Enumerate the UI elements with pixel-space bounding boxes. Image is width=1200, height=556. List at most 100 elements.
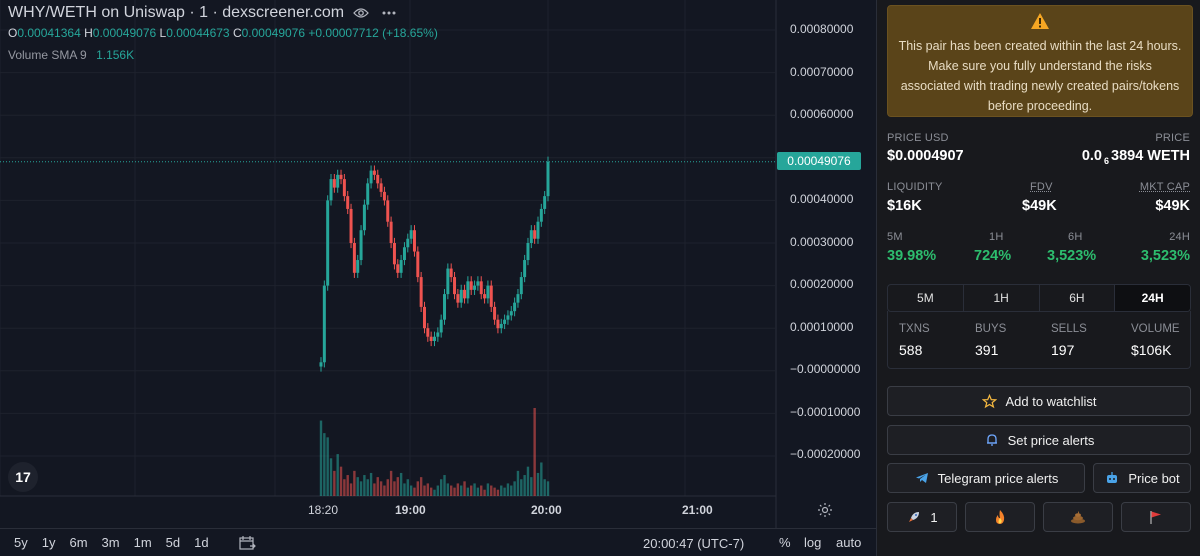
candle-body: [409, 230, 413, 239]
timeframe-tabs: 5M 1H 6H 24H: [887, 284, 1191, 312]
volume-bar: [426, 483, 430, 496]
candle-body: [513, 302, 517, 312]
price-native-zero-count: 6: [1104, 156, 1110, 166]
volume-value: $106K: [1131, 342, 1172, 358]
poop-reaction-button[interactable]: [1043, 502, 1113, 532]
range-5y-button[interactable]: 5y: [14, 535, 28, 550]
mktcap-label[interactable]: MKT CAP: [1139, 181, 1190, 193]
candle-body: [322, 285, 326, 363]
ohlc-legend: O0.00041364 H0.00049076 L0.00044673 C0.0…: [8, 26, 438, 40]
volume-bar: [540, 462, 543, 496]
high-value: 0.00049076: [92, 26, 157, 40]
red-flag-reaction-button[interactable]: [1121, 502, 1191, 532]
rocket-reaction-button[interactable]: 1: [887, 502, 957, 532]
time-axis-label: 20:00: [531, 503, 562, 517]
price-bot-button[interactable]: Price bot: [1093, 463, 1191, 493]
volume-bar: [419, 477, 423, 496]
auto-scale-button[interactable]: auto: [836, 535, 862, 550]
range-1y-button[interactable]: 1y: [41, 535, 56, 550]
eye-icon[interactable]: [350, 4, 372, 22]
range-1d-button[interactable]: 1d: [194, 535, 209, 550]
candle-body: [499, 323, 503, 329]
tab-5m[interactable]: 5M: [888, 285, 964, 311]
candle-body: [362, 204, 366, 231]
candle-body: [352, 243, 356, 273]
volume-bar: [326, 437, 329, 496]
volume-bar: [433, 489, 436, 496]
current-price-tag: 0.00049076: [777, 152, 861, 170]
volume-bar: [536, 472, 540, 496]
volume-label: Volume: [8, 48, 49, 62]
fire-reaction-button[interactable]: [965, 502, 1035, 532]
tab-24h[interactable]: 24H: [1115, 285, 1190, 311]
tab-1h[interactable]: 1H: [964, 285, 1040, 311]
gear-icon[interactable]: [815, 500, 835, 520]
candle-body: [466, 281, 470, 299]
candle-body: [469, 281, 473, 290]
new-pair-warning: This pair has been created within the la…: [887, 5, 1193, 117]
close-value: 0.00049076: [241, 26, 306, 40]
range-1m-button[interactable]: 1m: [133, 535, 152, 550]
candle-body: [366, 183, 370, 205]
volume-bar: [336, 454, 339, 496]
candle-body: [416, 251, 420, 278]
log-scale-button[interactable]: log: [804, 535, 822, 550]
more-icon[interactable]: [378, 4, 400, 22]
volume-legend: Volume SMA 9 1.156K: [8, 48, 134, 62]
candle-body: [523, 260, 527, 278]
low-value: 0.00044673: [166, 26, 230, 40]
candle-body: [449, 268, 453, 278]
txns-value: 588: [899, 342, 923, 358]
candle-body: [429, 336, 433, 341]
range-3m-button[interactable]: 3m: [101, 535, 120, 550]
star-icon: [981, 393, 997, 409]
change-24h-label: 24H: [1169, 231, 1190, 243]
price-usd-label: PRICE USD: [887, 132, 949, 144]
change-24h-value: 3,523%: [1140, 248, 1190, 264]
candle-body: [509, 311, 513, 316]
percent-scale-button[interactable]: %: [779, 535, 791, 550]
price-native-suffix: 3894 WETH: [1111, 148, 1190, 164]
volume-bar: [506, 483, 510, 496]
candle-body: [339, 174, 343, 180]
candle-body: [396, 264, 400, 273]
fdv-label[interactable]: FDV: [1030, 181, 1053, 193]
volume-bar: [353, 470, 356, 496]
candle-body: [376, 174, 380, 184]
volume-bar: [520, 479, 523, 496]
tab-6h[interactable]: 6H: [1040, 285, 1116, 311]
candle-body: [392, 243, 396, 265]
chart-canvas[interactable]: [0, 0, 876, 528]
range-6m-button[interactable]: 6m: [69, 535, 88, 550]
telegram-price-alerts-button[interactable]: Telegram price alerts: [887, 463, 1085, 493]
chart-area[interactable]: WHY/WETH on Uniswap · 1 · dexscreener.co…: [0, 0, 876, 556]
set-price-alerts-button[interactable]: Set price alerts: [887, 425, 1191, 455]
candle-body: [332, 179, 336, 188]
clock[interactable]: 20:00:47 (UTC-7): [643, 536, 745, 551]
volume-bar: [369, 472, 373, 496]
volume-bar: [356, 477, 359, 496]
candle-body: [369, 170, 373, 184]
volume-bar: [483, 489, 486, 496]
range-5d-button[interactable]: 5d: [165, 535, 181, 550]
liquidity-label: LIQUIDITY: [887, 181, 943, 193]
candle-body: [486, 285, 490, 299]
volume-bar: [423, 485, 426, 496]
volume-bar: [496, 489, 500, 496]
rocket-icon: [906, 509, 922, 525]
volume-bar: [443, 475, 446, 496]
volume-bar: [456, 483, 460, 496]
candle-body: [439, 319, 443, 333]
volume-bar: [429, 487, 433, 496]
candle-body: [456, 294, 460, 303]
calendar-icon[interactable]: [238, 535, 256, 551]
add-to-watchlist-button[interactable]: Add to watchlist: [887, 386, 1191, 416]
volume-bar: [480, 485, 483, 496]
candle-body: [476, 281, 480, 286]
volume-bar: [329, 458, 333, 496]
volume-bar: [363, 475, 366, 496]
change-1h-value: 724%: [974, 248, 1012, 264]
tradingview-logo[interactable]: 17: [8, 462, 38, 492]
candle-body: [493, 306, 497, 320]
transactions-summary: TXNS 588 BUYS 391 SELLS 197 VOLUME $106K: [887, 311, 1191, 369]
